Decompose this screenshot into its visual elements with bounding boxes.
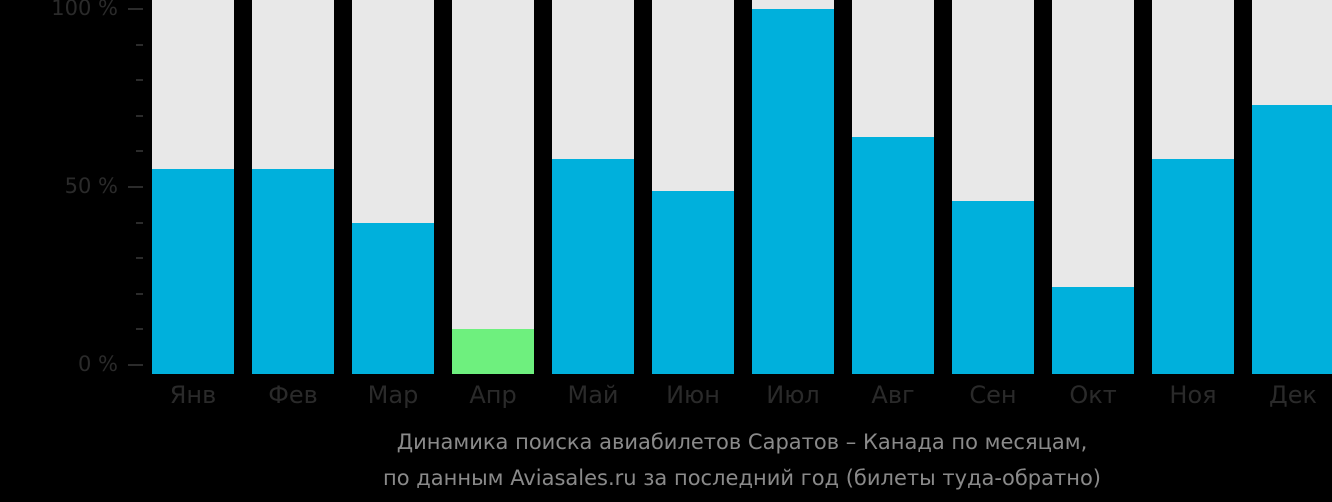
bar-6 (652, 0, 734, 374)
y-tick-label: 0 % (78, 352, 118, 376)
bar-value (952, 201, 1034, 374)
major-tick (128, 364, 143, 366)
minor-tick (136, 43, 143, 46)
minor-tick (136, 114, 143, 117)
bar-value (552, 158, 634, 374)
y-tick-label: 100 % (51, 0, 118, 20)
bar-value (352, 222, 434, 374)
bar-2 (252, 0, 334, 374)
x-tick-label: Сен (969, 381, 1017, 409)
x-tick-label: Май (567, 381, 619, 409)
x-tick-label: Янв (169, 381, 217, 409)
bar-value (752, 9, 834, 374)
chart-subtitle: по данным Aviasales.ru за последний год … (383, 466, 1101, 490)
bar-10 (1052, 0, 1134, 374)
x-tick-label: Июл (766, 381, 820, 409)
bar-4 (452, 0, 534, 374)
bar-5 (552, 0, 634, 374)
bar-11 (1152, 0, 1234, 374)
chart-title: Динамика поиска авиабилетов Саратов – Ка… (396, 430, 1088, 454)
bar-value (652, 190, 734, 374)
bar-12 (1252, 0, 1332, 374)
bar-1 (152, 0, 234, 374)
bar-3 (352, 0, 434, 374)
x-tick-label: Июн (666, 381, 720, 409)
x-tick-label: Дек (1268, 381, 1317, 409)
bar-value (452, 329, 534, 374)
bar-value (852, 137, 934, 374)
major-tick (128, 186, 143, 188)
bar-value (152, 169, 234, 374)
y-tick-label: 50 % (64, 174, 118, 198)
minor-tick (136, 221, 143, 224)
bar-7 (752, 0, 834, 374)
minor-tick (136, 150, 143, 153)
x-tick-label: Апр (469, 381, 517, 409)
bar-value (1252, 105, 1332, 374)
bar-8 (852, 0, 934, 374)
x-tick-label: Авг (871, 381, 915, 409)
x-tick-label: Мар (367, 381, 419, 409)
x-tick-label: Окт (1069, 381, 1117, 409)
bar-value (1052, 286, 1134, 374)
minor-tick (136, 292, 143, 295)
major-tick (128, 8, 143, 10)
bar-value (252, 169, 334, 374)
minor-tick (136, 79, 143, 82)
bar-value (1152, 158, 1234, 374)
bar-9 (952, 0, 1034, 374)
x-tick-label: Фев (268, 381, 318, 409)
x-tick-label: Ноя (1169, 381, 1217, 409)
minor-tick (136, 328, 143, 331)
minor-tick (136, 257, 143, 260)
